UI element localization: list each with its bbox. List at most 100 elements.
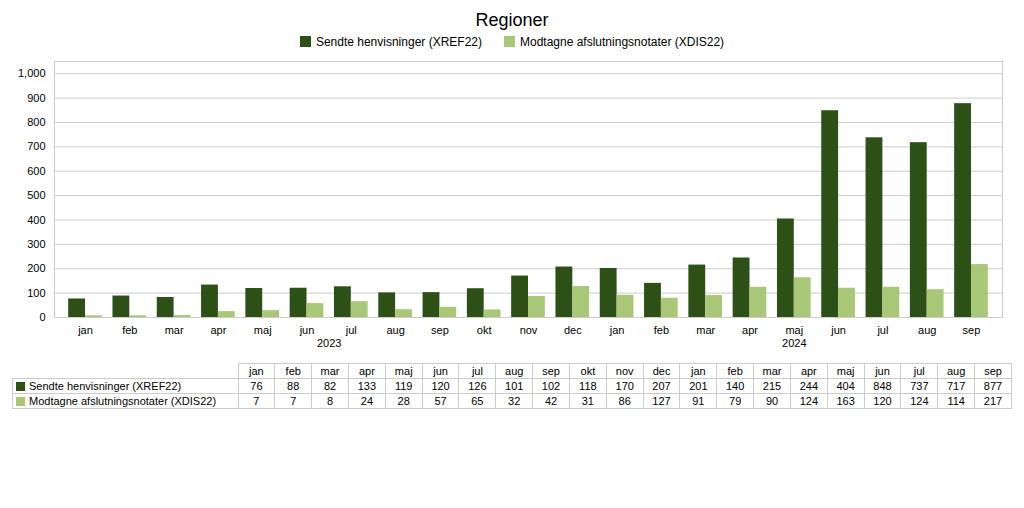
html-text:163: 163: [836, 395, 855, 407]
html-text:124: 124: [799, 395, 818, 407]
html-text:maj: maj: [836, 365, 855, 377]
svg-text:800: 800: [27, 116, 45, 128]
html-text:65: 65: [471, 395, 484, 407]
html-text:jul: jul: [471, 365, 483, 377]
html-text:7: 7: [253, 395, 260, 407]
html-text:nov: nov: [615, 365, 634, 377]
html-text:jan: jan: [691, 365, 706, 377]
svg-text:2024: 2024: [782, 337, 806, 349]
svg-text:sep: sep: [963, 324, 981, 336]
html-text:133: 133: [357, 380, 377, 392]
html-text:119: 119: [395, 380, 413, 392]
html-text:31: 31: [581, 395, 594, 407]
svg-text:okt: okt: [477, 324, 492, 336]
html-text:maj: maj: [394, 365, 413, 377]
html-text:201: 201: [689, 380, 708, 392]
svg-text:400: 400: [27, 213, 45, 225]
html-text:feb: feb: [727, 365, 743, 377]
html-text:apr: apr: [358, 365, 375, 377]
svg-text:jul: jul: [876, 324, 888, 336]
html-text:jan: jan: [249, 365, 264, 377]
svg-text:mar: mar: [165, 324, 184, 336]
svg-text:jan: jan: [609, 324, 625, 336]
svg-text:jan: jan: [77, 324, 93, 336]
html-text:Modtagne afslutningsnotater (X: Modtagne afslutningsnotater (XDIS22): [29, 395, 217, 407]
svg-text:1,000: 1,000: [18, 67, 46, 79]
svg-text:600: 600: [27, 165, 45, 177]
html-text:jun: jun: [875, 365, 890, 377]
html-text:aug: aug: [947, 365, 966, 377]
html-text:76: 76: [250, 380, 263, 392]
html-text:mar: mar: [762, 365, 782, 377]
html-text:737: 737: [910, 380, 929, 392]
svg-text:900: 900: [27, 92, 45, 104]
html-text:127: 127: [652, 395, 671, 407]
html-text:apr: apr: [800, 365, 817, 377]
html-text:140: 140: [726, 380, 745, 392]
html-text:114: 114: [947, 395, 965, 407]
html-text:118: 118: [579, 380, 597, 392]
html-text:Sendte henvisninger (XREF22): Sendte henvisninger (XREF22): [29, 380, 182, 392]
svg-text:maj: maj: [254, 324, 272, 336]
html-text:86: 86: [618, 395, 631, 407]
html-text:Modtagne afslutningsnotater (X: Modtagne afslutningsnotater (XDIS22): [520, 35, 725, 49]
html-text:feb: feb: [285, 365, 301, 377]
svg-text:jun: jun: [299, 324, 315, 336]
svg-text:maj: maj: [785, 324, 803, 336]
html-text:120: 120: [873, 395, 892, 407]
html-text:126: 126: [468, 380, 487, 392]
svg-text:apr: apr: [210, 324, 226, 336]
html-text:mar: mar: [320, 365, 340, 377]
svg-text:aug: aug: [386, 324, 404, 336]
html-text:Sendte henvisninger (XREF22): Sendte henvisninger (XREF22): [315, 35, 482, 49]
html-text:88: 88: [287, 380, 300, 392]
html-text:217: 217: [983, 395, 1003, 407]
html-text:jun: jun: [433, 365, 448, 377]
svg-text:0: 0: [39, 311, 45, 323]
svg-text:mar: mar: [696, 324, 715, 336]
svg-text:sep: sep: [431, 324, 449, 336]
html-text:404: 404: [836, 380, 855, 392]
html-text:79: 79: [729, 395, 742, 407]
html-text:124: 124: [910, 395, 929, 407]
svg-text:200: 200: [27, 262, 45, 274]
svg-text:apr: apr: [742, 324, 758, 336]
svg-text:jul: jul: [345, 324, 357, 336]
html-text:jul: jul: [913, 365, 925, 377]
html-text:Regioner: Regioner: [475, 10, 549, 30]
html-text:sep: sep: [984, 365, 1002, 377]
html-text:848: 848: [873, 380, 892, 392]
html-text:120: 120: [431, 380, 450, 392]
html-text:aug: aug: [505, 365, 524, 377]
html-text:42: 42: [544, 395, 558, 407]
html-text:57: 57: [434, 395, 447, 407]
svg-text:500: 500: [27, 189, 45, 201]
svg-text:100: 100: [27, 287, 45, 299]
html-text:170: 170: [615, 380, 634, 392]
html-text:okt: okt: [580, 365, 596, 377]
html-text:91: 91: [692, 395, 705, 407]
svg-text:aug: aug: [918, 324, 936, 336]
svg-text:feb: feb: [654, 324, 669, 336]
html-text:28: 28: [397, 395, 410, 407]
svg-text:300: 300: [27, 238, 45, 250]
html-text:24: 24: [360, 395, 373, 407]
svg-text:dec: dec: [564, 324, 582, 336]
html-text:82: 82: [323, 380, 337, 392]
html-text:207: 207: [652, 380, 671, 392]
html-text:101: 101: [505, 380, 524, 392]
html-text:dec: dec: [652, 365, 671, 377]
html-text:215: 215: [762, 380, 782, 392]
svg-text:2023: 2023: [317, 337, 341, 349]
svg-text:nov: nov: [520, 324, 538, 336]
html-text:90: 90: [765, 395, 779, 407]
svg-text:feb: feb: [122, 324, 137, 336]
html-text:877: 877: [983, 380, 1003, 392]
html-text:sep: sep: [542, 365, 560, 377]
svg-text:jun: jun: [830, 324, 846, 336]
html-text:244: 244: [799, 380, 818, 392]
html-text:102: 102: [541, 380, 561, 392]
html-text:32: 32: [508, 395, 521, 407]
html-text:717: 717: [947, 380, 966, 392]
svg-text:700: 700: [27, 140, 45, 152]
